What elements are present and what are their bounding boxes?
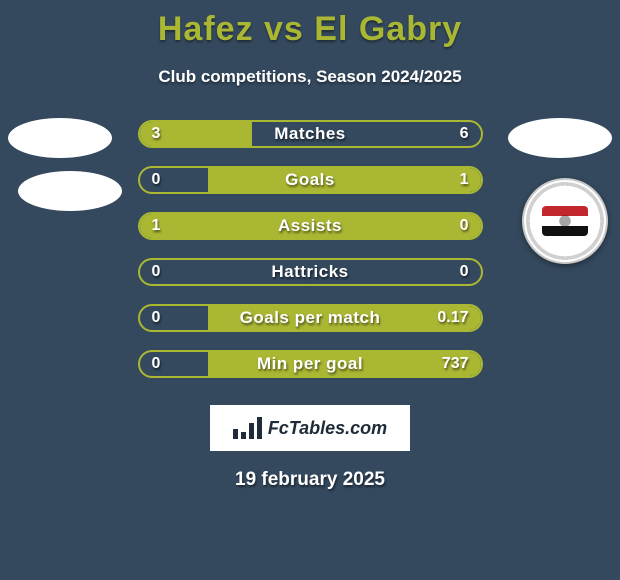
stat-row: 36Matches: [0, 111, 620, 157]
stat-label: Assists: [140, 214, 481, 238]
stat-row: 10Assists: [0, 203, 620, 249]
stat-bar-track: 0737Min per goal: [138, 350, 483, 378]
stat-label: Hattricks: [140, 260, 481, 284]
stat-row: 01Goals: [0, 157, 620, 203]
branding-text: FcTables.com: [268, 418, 387, 439]
subtitle: Club competitions, Season 2024/2025: [0, 67, 620, 87]
stat-bar-track: 36Matches: [138, 120, 483, 148]
stat-label: Goals per match: [140, 306, 481, 330]
stat-row: 0737Min per goal: [0, 341, 620, 387]
branding-banner: FcTables.com: [210, 405, 410, 451]
stat-bar-track: 01Goals: [138, 166, 483, 194]
page-title: Hafez vs El Gabry: [0, 0, 620, 49]
stat-row: 00Hattricks: [0, 249, 620, 295]
stat-label: Min per goal: [140, 352, 481, 376]
comparison-bars: 36Matches 01Goals 10Assists 00Hattricks 00.1…: [0, 111, 620, 387]
stat-row: 00.17Goals per match: [0, 295, 620, 341]
date-text: 19 february 2025: [0, 469, 620, 491]
stat-bar-track: 00Hattricks: [138, 258, 483, 286]
bar-chart-icon: [233, 417, 262, 439]
stat-bar-track: 00.17Goals per match: [138, 304, 483, 332]
stat-bar-track: 10Assists: [138, 212, 483, 240]
stat-label: Matches: [140, 122, 481, 146]
stat-label: Goals: [140, 168, 481, 192]
